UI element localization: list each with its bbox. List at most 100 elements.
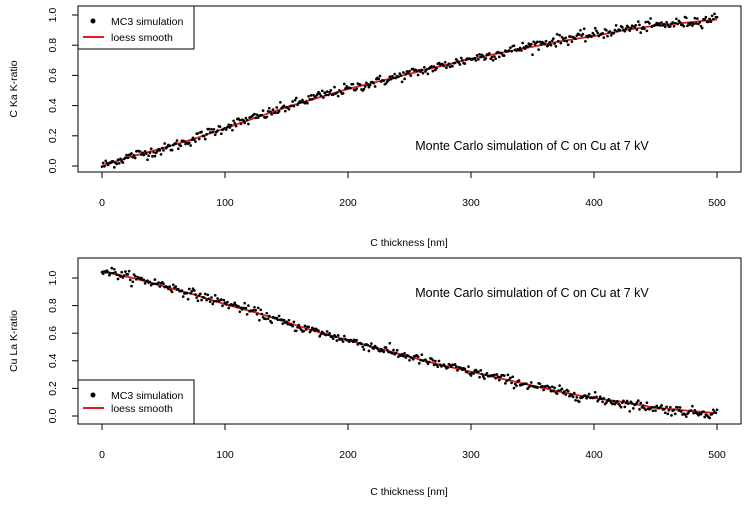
data-point <box>200 130 203 134</box>
data-point <box>453 61 457 65</box>
data-point <box>673 21 677 25</box>
data-point <box>608 30 612 33</box>
data-point <box>408 69 411 73</box>
data-point <box>639 401 643 405</box>
data-point <box>377 77 381 81</box>
data-point <box>555 32 559 36</box>
data-point <box>544 39 548 43</box>
data-point <box>167 287 170 291</box>
data-point <box>203 137 207 141</box>
data-point <box>485 372 489 375</box>
data-point <box>265 311 269 315</box>
data-point <box>496 50 500 54</box>
data-point <box>358 83 362 86</box>
data-point <box>473 57 477 60</box>
data-point <box>425 68 429 71</box>
data-point <box>368 83 372 87</box>
data-point <box>349 86 352 90</box>
data-point <box>638 408 641 411</box>
data-point <box>211 130 215 134</box>
data-point <box>152 150 156 154</box>
data-point <box>320 89 324 93</box>
data-point <box>238 310 242 314</box>
data-point <box>596 31 600 35</box>
legend-point-icon <box>90 18 96 24</box>
data-point <box>550 39 554 43</box>
data-point <box>529 381 533 384</box>
data-point <box>319 94 323 98</box>
data-point <box>267 106 271 110</box>
data-point <box>282 318 286 322</box>
data-point <box>630 402 634 405</box>
data-point <box>662 407 666 411</box>
data-point <box>397 75 400 79</box>
data-point <box>623 405 627 409</box>
data-point <box>260 113 264 117</box>
data-point <box>552 389 555 393</box>
data-point <box>677 409 681 412</box>
data-point <box>509 376 512 380</box>
data-point <box>266 109 270 113</box>
data-point <box>477 370 480 374</box>
data-point <box>206 293 210 297</box>
data-point <box>216 129 219 132</box>
data-point <box>597 398 601 401</box>
data-point <box>510 49 513 53</box>
data-point <box>443 60 447 64</box>
data-point <box>463 367 467 371</box>
data-point <box>675 17 678 21</box>
data-point <box>454 365 458 368</box>
data-point <box>376 347 379 350</box>
data-point <box>616 400 619 403</box>
data-point <box>515 384 518 388</box>
data-point <box>458 63 462 66</box>
data-point <box>421 71 425 75</box>
data-point <box>520 49 523 52</box>
y-tick-label: 0.6 <box>47 326 59 341</box>
data-point <box>372 347 376 350</box>
data-point <box>699 412 703 416</box>
data-point <box>711 17 715 21</box>
data-point <box>285 320 288 324</box>
data-point <box>231 128 234 132</box>
data-point <box>689 21 693 25</box>
data-point <box>306 101 309 105</box>
data-point <box>502 54 506 57</box>
data-point <box>628 409 632 413</box>
data-point <box>292 104 296 108</box>
data-point <box>267 314 271 318</box>
data-point <box>614 24 618 27</box>
data-point <box>307 325 310 329</box>
data-point <box>571 395 575 399</box>
data-point <box>282 104 286 108</box>
data-point <box>124 156 127 160</box>
data-point <box>560 387 564 391</box>
data-point <box>671 21 675 24</box>
data-point <box>645 401 649 405</box>
data-point <box>227 306 231 310</box>
data-point <box>187 287 191 291</box>
data-point <box>415 69 419 73</box>
data-point <box>142 153 146 157</box>
x-tick-label: 200 <box>339 197 357 209</box>
data-point <box>652 406 656 409</box>
data-point <box>635 401 639 404</box>
data-point <box>117 161 121 165</box>
data-point <box>126 156 130 160</box>
data-point <box>210 127 213 131</box>
data-point <box>342 334 346 338</box>
data-point <box>342 82 346 86</box>
data-point <box>265 115 269 119</box>
data-point <box>493 55 496 58</box>
data-point <box>424 70 427 73</box>
data-point <box>417 362 421 365</box>
data-point <box>554 45 558 48</box>
data-point <box>465 370 469 374</box>
data-point <box>111 160 115 163</box>
data-point <box>258 318 261 322</box>
data-point <box>693 409 697 412</box>
chart-annotation: Monte Carlo simulation of C on Cu at 7 k… <box>415 286 649 300</box>
data-point <box>512 44 516 48</box>
data-point <box>532 40 536 44</box>
data-point <box>404 356 408 359</box>
